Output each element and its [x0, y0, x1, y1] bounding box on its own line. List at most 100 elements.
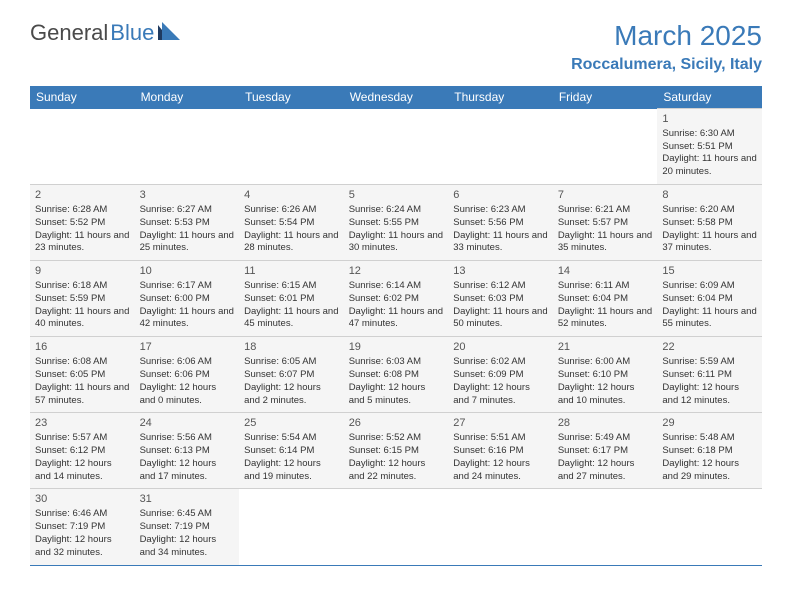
daylight-text: Daylight: 12 hours and 2 minutes. — [244, 382, 339, 408]
sunset-text: Sunset: 7:19 PM — [140, 521, 235, 534]
day-header: Thursday — [448, 86, 553, 109]
daylight-text: Daylight: 12 hours and 10 minutes. — [558, 382, 653, 408]
daylight-text: Daylight: 11 hours and 55 minutes. — [662, 306, 757, 332]
day-number: 25 — [244, 416, 339, 431]
sunrise-text: Sunrise: 6:15 AM — [244, 280, 339, 293]
sunrise-text: Sunrise: 6:28 AM — [35, 204, 130, 217]
calendar-cell: 26Sunrise: 5:52 AMSunset: 6:15 PMDayligh… — [344, 413, 449, 489]
sunset-text: Sunset: 6:16 PM — [453, 445, 548, 458]
day-number: 13 — [453, 264, 548, 279]
sunrise-text: Sunrise: 6:08 AM — [35, 356, 130, 369]
day-number: 21 — [558, 340, 653, 355]
daylight-text: Daylight: 11 hours and 47 minutes. — [349, 306, 444, 332]
calendar-cell-blank — [344, 489, 449, 565]
daylight-text: Daylight: 12 hours and 14 minutes. — [35, 458, 130, 484]
sunrise-text: Sunrise: 6:00 AM — [558, 356, 653, 369]
daylight-text: Daylight: 12 hours and 27 minutes. — [558, 458, 653, 484]
calendar-cell: 6Sunrise: 6:23 AMSunset: 5:56 PMDaylight… — [448, 185, 553, 261]
daylight-text: Daylight: 11 hours and 50 minutes. — [453, 306, 548, 332]
calendar-cell: 23Sunrise: 5:57 AMSunset: 6:12 PMDayligh… — [30, 413, 135, 489]
daylight-text: Daylight: 11 hours and 30 minutes. — [349, 230, 444, 256]
sunrise-text: Sunrise: 5:48 AM — [662, 432, 757, 445]
day-number: 6 — [453, 188, 548, 203]
daylight-text: Daylight: 12 hours and 5 minutes. — [349, 382, 444, 408]
day-header: Wednesday — [344, 86, 449, 109]
day-number: 8 — [662, 188, 757, 203]
daylight-text: Daylight: 12 hours and 0 minutes. — [140, 382, 235, 408]
calendar-cell: 8Sunrise: 6:20 AMSunset: 5:58 PMDaylight… — [657, 185, 762, 261]
day-header: Saturday — [657, 86, 762, 109]
daylight-text: Daylight: 12 hours and 7 minutes. — [453, 382, 548, 408]
calendar-page: GeneralBlue March 2025 Roccalumera, Sici… — [0, 0, 792, 586]
sunrise-text: Sunrise: 5:54 AM — [244, 432, 339, 445]
calendar-cell-blank — [239, 489, 344, 565]
sunset-text: Sunset: 5:53 PM — [140, 217, 235, 230]
calendar-body: 1Sunrise: 6:30 AMSunset: 5:51 PMDaylight… — [30, 109, 762, 566]
sunrise-text: Sunrise: 5:52 AM — [349, 432, 444, 445]
sunrise-text: Sunrise: 6:46 AM — [35, 508, 130, 521]
day-number: 28 — [558, 416, 653, 431]
calendar-row: 23Sunrise: 5:57 AMSunset: 6:12 PMDayligh… — [30, 413, 762, 489]
day-header: Sunday — [30, 86, 135, 109]
sunrise-text: Sunrise: 6:21 AM — [558, 204, 653, 217]
calendar-cell-blank — [239, 109, 344, 185]
calendar-cell-blank — [344, 109, 449, 185]
calendar-cell: 16Sunrise: 6:08 AMSunset: 6:05 PMDayligh… — [30, 337, 135, 413]
sunset-text: Sunset: 6:04 PM — [662, 293, 757, 306]
sunrise-text: Sunrise: 6:03 AM — [349, 356, 444, 369]
day-number: 31 — [140, 492, 235, 507]
calendar-cell: 21Sunrise: 6:00 AMSunset: 6:10 PMDayligh… — [553, 337, 658, 413]
sunset-text: Sunset: 5:59 PM — [35, 293, 130, 306]
sunset-text: Sunset: 6:13 PM — [140, 445, 235, 458]
calendar-cell-blank — [657, 489, 762, 565]
sunset-text: Sunset: 6:08 PM — [349, 369, 444, 382]
daylight-text: Daylight: 11 hours and 20 minutes. — [662, 153, 757, 179]
day-number: 23 — [35, 416, 130, 431]
sunrise-text: Sunrise: 6:18 AM — [35, 280, 130, 293]
day-header-row: Sunday Monday Tuesday Wednesday Thursday… — [30, 86, 762, 109]
sunset-text: Sunset: 6:17 PM — [558, 445, 653, 458]
sunset-text: Sunset: 6:11 PM — [662, 369, 757, 382]
day-number: 4 — [244, 188, 339, 203]
sunset-text: Sunset: 7:19 PM — [35, 521, 130, 534]
day-header: Monday — [135, 86, 240, 109]
calendar-cell: 7Sunrise: 6:21 AMSunset: 5:57 PMDaylight… — [553, 185, 658, 261]
sunrise-text: Sunrise: 6:20 AM — [662, 204, 757, 217]
daylight-text: Daylight: 12 hours and 17 minutes. — [140, 458, 235, 484]
calendar-cell: 17Sunrise: 6:06 AMSunset: 6:06 PMDayligh… — [135, 337, 240, 413]
calendar-row: 2Sunrise: 6:28 AMSunset: 5:52 PMDaylight… — [30, 185, 762, 261]
calendar-cell: 19Sunrise: 6:03 AMSunset: 6:08 PMDayligh… — [344, 337, 449, 413]
day-number: 12 — [349, 264, 444, 279]
calendar-cell-blank — [553, 489, 658, 565]
day-number: 24 — [140, 416, 235, 431]
day-number: 20 — [453, 340, 548, 355]
calendar-cell: 10Sunrise: 6:17 AMSunset: 6:00 PMDayligh… — [135, 261, 240, 337]
sunrise-text: Sunrise: 6:30 AM — [662, 128, 757, 141]
title-block: March 2025 Roccalumera, Sicily, Italy — [571, 20, 762, 74]
sunrise-text: Sunrise: 5:51 AM — [453, 432, 548, 445]
daylight-text: Daylight: 11 hours and 25 minutes. — [140, 230, 235, 256]
daylight-text: Daylight: 11 hours and 35 minutes. — [558, 230, 653, 256]
month-title: March 2025 — [571, 20, 762, 52]
sunrise-text: Sunrise: 5:56 AM — [140, 432, 235, 445]
sunset-text: Sunset: 6:00 PM — [140, 293, 235, 306]
calendar-cell: 29Sunrise: 5:48 AMSunset: 6:18 PMDayligh… — [657, 413, 762, 489]
sunrise-text: Sunrise: 6:17 AM — [140, 280, 235, 293]
calendar-cell: 2Sunrise: 6:28 AMSunset: 5:52 PMDaylight… — [30, 185, 135, 261]
sunset-text: Sunset: 6:01 PM — [244, 293, 339, 306]
sunset-text: Sunset: 6:02 PM — [349, 293, 444, 306]
daylight-text: Daylight: 12 hours and 19 minutes. — [244, 458, 339, 484]
daylight-text: Daylight: 12 hours and 32 minutes. — [35, 534, 130, 560]
day-number: 19 — [349, 340, 444, 355]
sunset-text: Sunset: 5:51 PM — [662, 141, 757, 154]
sunrise-text: Sunrise: 6:05 AM — [244, 356, 339, 369]
day-number: 11 — [244, 264, 339, 279]
calendar-cell: 1Sunrise: 6:30 AMSunset: 5:51 PMDaylight… — [657, 109, 762, 185]
calendar-cell: 11Sunrise: 6:15 AMSunset: 6:01 PMDayligh… — [239, 261, 344, 337]
day-number: 1 — [662, 112, 757, 127]
day-number: 5 — [349, 188, 444, 203]
calendar-cell: 5Sunrise: 6:24 AMSunset: 5:55 PMDaylight… — [344, 185, 449, 261]
calendar-cell: 31Sunrise: 6:45 AMSunset: 7:19 PMDayligh… — [135, 489, 240, 565]
calendar-row: 16Sunrise: 6:08 AMSunset: 6:05 PMDayligh… — [30, 337, 762, 413]
sunset-text: Sunset: 5:58 PM — [662, 217, 757, 230]
